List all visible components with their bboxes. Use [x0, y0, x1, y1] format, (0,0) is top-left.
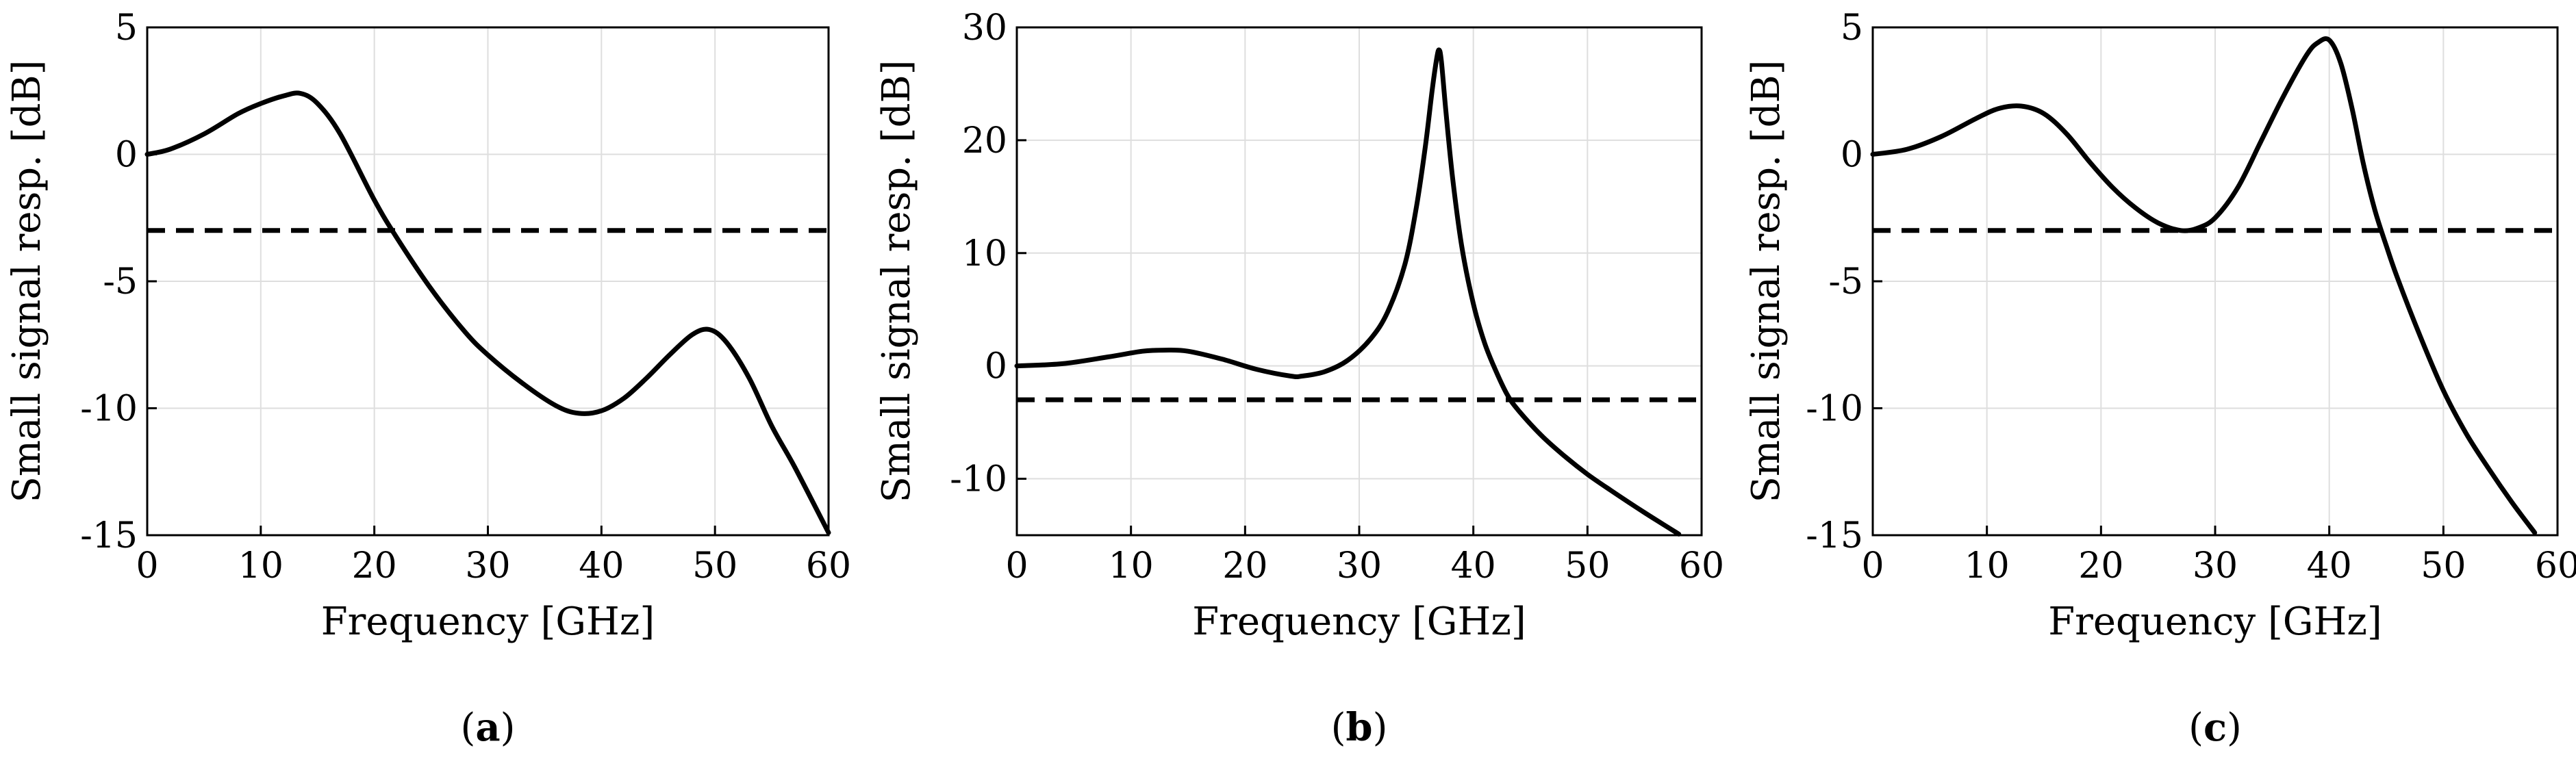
caption-letter: b — [1346, 705, 1372, 750]
y-tick-label: -10 — [950, 459, 1007, 500]
caption-letter: a — [475, 705, 500, 750]
panel-caption: (a) — [460, 705, 515, 750]
x-tick-label: 50 — [1565, 545, 1610, 587]
y-axis-label: Small signal resp. [dB] — [874, 60, 919, 503]
y-tick-label: -10 — [1806, 389, 1863, 430]
y-tick-label: 5 — [1841, 8, 1863, 49]
y-tick-label: -5 — [1828, 261, 1863, 303]
x-axis-label: Frequency [GHz] — [2048, 600, 2382, 644]
x-tick-label: 50 — [2421, 545, 2466, 587]
x-tick-label: 50 — [692, 545, 737, 587]
y-tick-label: 5 — [115, 8, 138, 49]
y-tick-label: 20 — [962, 120, 1007, 162]
series-line-response — [1014, 47, 1682, 537]
caption-close-paren: ) — [1373, 706, 1388, 750]
x-tick-label: 60 — [1679, 545, 1724, 587]
caption-open-paren: ( — [460, 706, 475, 750]
x-tick-label: 20 — [2078, 545, 2123, 587]
x-tick-label: 60 — [2535, 545, 2576, 587]
series-line-response — [1870, 36, 2538, 535]
y-tick-label: 10 — [962, 233, 1007, 274]
x-tick-label: 10 — [1109, 545, 1154, 587]
y-tick-label: 0 — [1841, 135, 1863, 176]
panel-caption: (b) — [1331, 705, 1388, 750]
x-tick-label: 10 — [1965, 545, 2010, 587]
y-tick-label: 0 — [115, 135, 138, 176]
y-tick-label: -15 — [80, 515, 138, 556]
series-line-response — [144, 90, 831, 535]
caption-letter: c — [2204, 705, 2227, 750]
y-axis-label: Small signal resp. [dB] — [5, 60, 49, 503]
x-tick-label: 40 — [1451, 545, 1496, 587]
y-tick-label: -15 — [1806, 515, 1863, 556]
x-tick-label: 30 — [2193, 545, 2238, 587]
caption-close-paren: ) — [2227, 706, 2242, 750]
x-tick-label: 30 — [1337, 545, 1382, 587]
x-tick-label: 60 — [806, 545, 851, 587]
y-tick-label: 0 — [985, 346, 1007, 387]
chart-panel-b: 0 10 20 30 40 50 60 -10 0 10 20 30 Frequency [GHz] Sm… — [874, 8, 1724, 750]
chart-panel-c: 0 10 20 30 40 50 60 -15 -10 -5 0 5 Frequency [GHz] Sm… — [1744, 8, 2576, 750]
x-tick-label: 10 — [238, 545, 283, 587]
x-tick-label: 0 — [1005, 545, 1028, 587]
caption-close-paren: ) — [501, 706, 516, 750]
x-tick-label: 40 — [2307, 545, 2352, 587]
x-tick-label: 0 — [136, 545, 158, 587]
y-axis-label: Small signal resp. [dB] — [1744, 60, 1789, 503]
panel-caption: (c) — [2188, 705, 2242, 750]
x-tick-label: 20 — [1222, 545, 1267, 587]
chart-panel-a: 0 10 20 30 40 50 60 -15 -10 -5 0 5 Frequency [GHz] Sm… — [5, 8, 851, 750]
y-tick-label: -5 — [103, 261, 138, 303]
y-tick-label: -10 — [80, 389, 138, 430]
x-axis-label: Frequency [GHz] — [1192, 600, 1526, 644]
caption-open-paren: ( — [1331, 706, 1346, 750]
x-tick-label: 30 — [465, 545, 510, 587]
x-tick-label: 40 — [579, 545, 624, 587]
x-axis-label: Frequency [GHz] — [321, 600, 655, 644]
y-tick-label: 30 — [962, 8, 1007, 49]
x-tick-label: 20 — [352, 545, 397, 587]
x-tick-label: 0 — [1861, 545, 1884, 587]
caption-open-paren: ( — [2188, 706, 2204, 750]
